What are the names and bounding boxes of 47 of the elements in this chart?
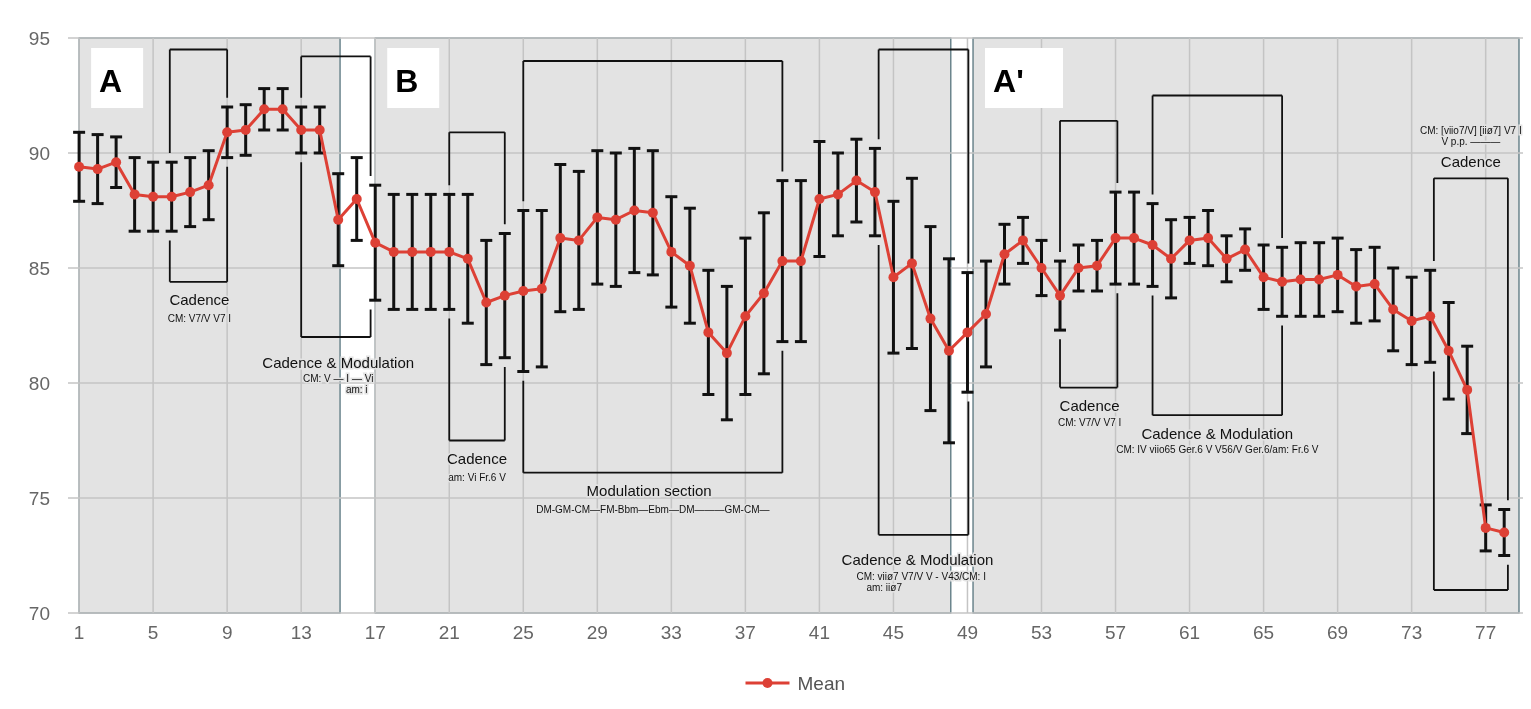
annotation: CM: [viio7/V] [iiø7] V7 I — [1420, 124, 1522, 136]
x-tick-label: 21 — [438, 622, 460, 643]
annotation: CM: IV viio65 Ger.6 V V56/V Ger.6/am: Fr.6 V — [1116, 444, 1319, 456]
x-tick-label: 53 — [1030, 622, 1053, 643]
band-label: B — [395, 63, 419, 99]
x-tick-label: 41 — [808, 622, 830, 643]
y-tick-label: 95 — [28, 27, 50, 49]
y-tick-label: 90 — [28, 142, 50, 164]
x-tick-label: 1 — [73, 622, 85, 643]
x-tick-label: 45 — [882, 622, 905, 643]
legend-label: Mean — [797, 672, 846, 694]
band-label: A — [99, 63, 123, 99]
annotation: Modulation section — [586, 482, 712, 500]
y-tick-label: 85 — [28, 257, 50, 279]
x-tick-label: 25 — [512, 622, 534, 643]
y-tick-label: 75 — [28, 487, 50, 509]
x-tick-label: 9 — [221, 622, 233, 643]
annotation: CM: V — I — Vi — [303, 372, 374, 384]
annotation: V p.p. ——— — [1441, 136, 1501, 147]
annotation: Cadence — [1440, 153, 1501, 171]
x-tick-label: 73 — [1401, 622, 1423, 643]
x-tick-label: 29 — [586, 622, 608, 643]
x-tick-label: 61 — [1178, 622, 1201, 643]
annotation: Cadence & Modulation — [1141, 424, 1294, 442]
y-tick-label: 80 — [28, 372, 50, 394]
annotation: DM-GM-CM—FM-Bbm—Ebm—DM———GM-CM— — [536, 504, 770, 515]
annotation: Cadence — [169, 291, 230, 309]
x-tick-label: 33 — [660, 622, 682, 643]
x-tick-label: 13 — [290, 622, 312, 643]
annotation: Cadence — [1059, 397, 1120, 415]
band-label: A' — [993, 63, 1024, 99]
x-tick-label: 77 — [1475, 622, 1497, 643]
annotation: Cadence & Modulation — [262, 353, 415, 371]
x-tick-label: 69 — [1327, 622, 1349, 643]
x-tick-label: 17 — [364, 622, 386, 643]
y-tick-label: 70 — [28, 602, 50, 624]
annotation: am: Vi Fr.6 V — [448, 471, 507, 483]
x-tick-label: 65 — [1253, 622, 1275, 643]
x-tick-label: 37 — [734, 622, 756, 643]
x-tick-label: 5 — [147, 622, 159, 643]
x-tick-label: 49 — [956, 622, 979, 643]
annotation: CM: V7/V V7 I — [1057, 416, 1122, 428]
annotation: am: iiø7 — [866, 582, 903, 594]
annotation: CM: V7/V V7 I — [167, 313, 232, 325]
annotation: Cadence — [447, 450, 508, 468]
x-tick-label: 57 — [1104, 622, 1127, 643]
annotation: am: i — [345, 384, 368, 396]
